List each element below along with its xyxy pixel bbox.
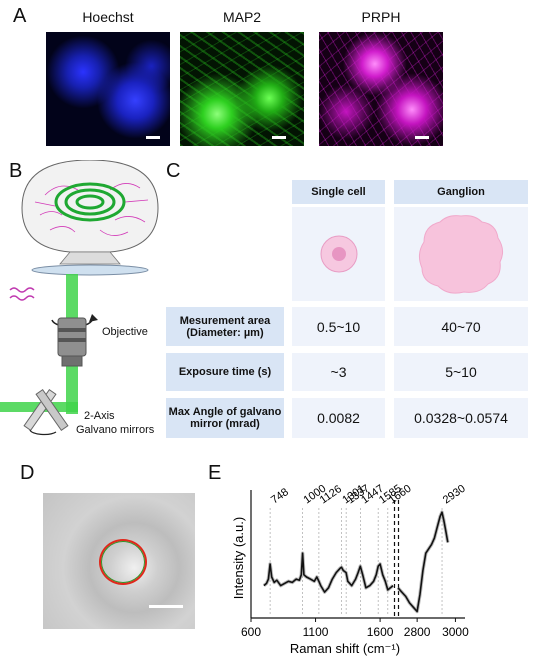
scale-bar (272, 136, 286, 139)
mirror-label-line1: 2-Axis (84, 410, 115, 422)
rotation-arrowhead (89, 314, 98, 322)
panel-a-letter: A (13, 5, 27, 27)
ganglion-measurement-area: 40~70 (394, 307, 528, 346)
raman-spectrum-chart: Intensity (a.u.) Raman shift (cm⁻¹) 600 1… (231, 483, 469, 656)
scale-bar (146, 136, 160, 139)
row-label-line1: Exposure time (s) (178, 366, 272, 378)
galvano-mirror (35, 388, 69, 432)
hoechst-label: Hoechst (82, 9, 134, 25)
map2-image (180, 32, 304, 146)
row-label-exposure-time: Exposure time (s) (166, 353, 284, 391)
y-axis-label: Intensity (a.u.) (231, 517, 246, 599)
scale-bar (415, 136, 429, 139)
single-cell-max-angle: 0.0082 (292, 398, 385, 438)
x-axis-label: Raman shift (cm⁻¹) (290, 641, 400, 656)
x-tick-label: 1600 (367, 625, 394, 639)
emission-wave (9, 287, 35, 293)
x-tick-label: 3000 (442, 625, 469, 639)
ganglion-exposure-time: 5~10 (394, 353, 528, 391)
objective-lens (57, 317, 87, 357)
hoechst-image (46, 32, 170, 146)
row-label-max-angle: Max Angle of galvano mirror (mrad) (166, 398, 284, 438)
peak-label: 2930 (441, 483, 468, 507)
mirror-label-line2: Galvano mirrors (76, 424, 155, 436)
single-cell-measurement-area: 0.5~10 (292, 307, 385, 346)
measurement-circle (99, 539, 147, 585)
column-header-ganglion: Ganglion (394, 180, 528, 204)
single-cell-exposure-time: ~3 (292, 353, 385, 391)
panel-e-letter: E (208, 462, 222, 484)
ganglion-spiral (54, 182, 126, 222)
row-label-line2: mirror (mrad) (190, 418, 260, 430)
ganglion-illustration-cell (394, 207, 528, 301)
emission-wave (9, 295, 35, 301)
ganglion-icon (418, 215, 504, 294)
single-cell-illustration-cell (292, 207, 385, 301)
column-header-single-cell: Single cell (292, 180, 385, 204)
single-cell-icon (320, 235, 357, 273)
prph-image (319, 32, 443, 146)
panel-d-letter: D (20, 462, 35, 484)
row-label-line1: Max Angle of galvano (168, 406, 282, 418)
rotation-arrow (29, 429, 57, 436)
spectrum-line (263, 552, 394, 593)
objective-label: Objective (102, 326, 148, 338)
row-label-line1: Mesurement area (179, 314, 271, 327)
ganglion-max-angle: 0.0328~0.0574 (394, 398, 528, 438)
spectrum-line (397, 511, 449, 613)
panel-b-letter: B (9, 160, 23, 182)
x-tick-label: 600 (241, 625, 261, 639)
neuron-fibers (34, 183, 149, 236)
panel-c-letter: C (166, 160, 181, 182)
map2-label: MAP2 (222, 9, 262, 25)
x-tick-label: 1100 (303, 625, 329, 639)
brightfield-image (43, 493, 195, 629)
x-tick-label: 2800 (404, 625, 431, 639)
peak-label: 748 (269, 486, 291, 506)
row-label-line2: (Diameter: µm) (186, 326, 264, 339)
coverslip (31, 264, 149, 276)
scale-bar (149, 605, 183, 608)
prph-label: PRPH (361, 9, 401, 25)
optical-setup-schematic (0, 160, 159, 436)
dish-base (59, 251, 121, 265)
row-label-measurement-area: Mesurement area (Diameter: µm) (166, 307, 284, 346)
culture-dish-dome (21, 160, 159, 253)
